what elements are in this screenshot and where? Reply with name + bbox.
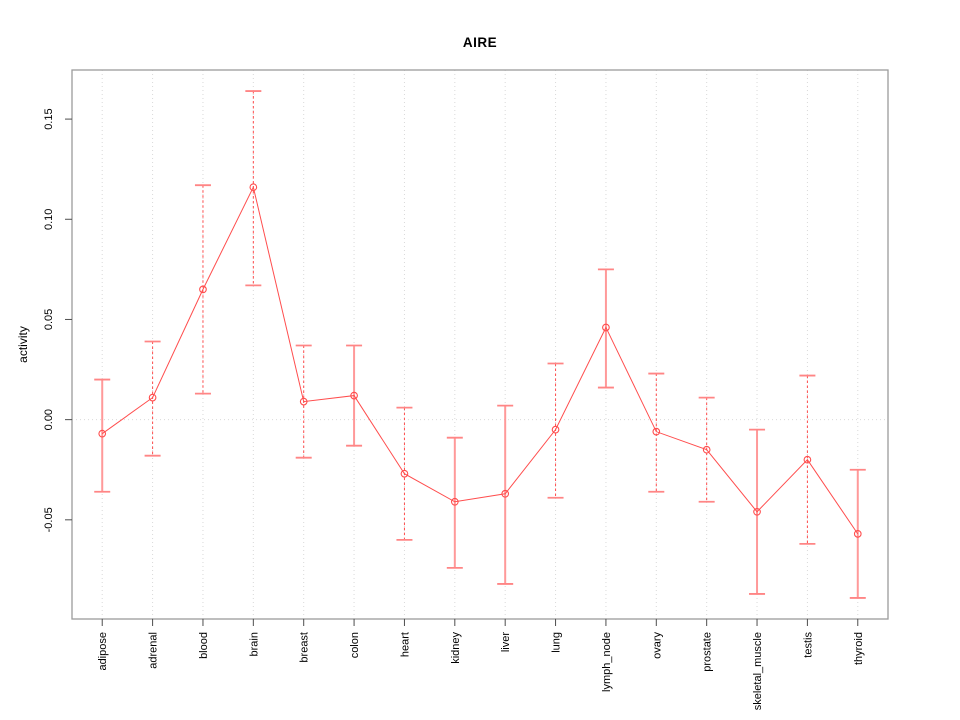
x-tick-label: thyroid bbox=[853, 632, 865, 665]
data-point bbox=[602, 323, 610, 332]
data-point bbox=[148, 393, 157, 402]
x-tick-label: brain bbox=[248, 632, 260, 656]
x-tick-label: heart bbox=[399, 632, 411, 657]
y-tick-label: 0.10 bbox=[43, 209, 55, 230]
x-tick-label: testis bbox=[802, 632, 814, 658]
data-point bbox=[199, 285, 207, 294]
x-tick-label: ovary bbox=[651, 632, 663, 659]
series-line bbox=[101, 185, 859, 535]
data-point bbox=[350, 391, 358, 400]
x-tick-label: adipose bbox=[97, 632, 109, 671]
data-point bbox=[450, 497, 459, 506]
data-point bbox=[299, 397, 308, 406]
x-tick-label: liver bbox=[500, 632, 512, 653]
chart-title: AIRE bbox=[462, 35, 498, 50]
data-point bbox=[98, 429, 107, 438]
x-tick-label: breast bbox=[299, 632, 311, 663]
y-tick-label: 0.15 bbox=[43, 108, 55, 129]
data-point bbox=[702, 445, 711, 454]
x-tick-label: lymph_node bbox=[601, 632, 613, 692]
x-tick-label: kidney bbox=[450, 632, 462, 664]
y-axis-title: activity bbox=[16, 326, 30, 363]
data-point bbox=[652, 427, 661, 436]
y-tick-label: 0.05 bbox=[43, 309, 55, 330]
x-tick-label: prostate bbox=[702, 632, 714, 672]
x-tick-label: blood bbox=[198, 632, 210, 659]
data-point bbox=[803, 455, 812, 464]
data-point bbox=[753, 507, 761, 516]
data-point bbox=[551, 425, 560, 434]
y-tick-label: 0.00 bbox=[43, 409, 55, 430]
x-tick-label: colon bbox=[349, 632, 361, 658]
data-point bbox=[400, 469, 409, 478]
data-point bbox=[853, 529, 862, 538]
data-point bbox=[501, 489, 510, 498]
x-tick-label: lung bbox=[551, 632, 563, 653]
data-point bbox=[249, 183, 258, 192]
plot-frame bbox=[71, 69, 889, 620]
y-tick-label: -0.05 bbox=[43, 507, 55, 532]
x-tick-label: skeletal_muscle bbox=[752, 632, 764, 710]
x-tick-label: adrenal bbox=[148, 632, 160, 669]
